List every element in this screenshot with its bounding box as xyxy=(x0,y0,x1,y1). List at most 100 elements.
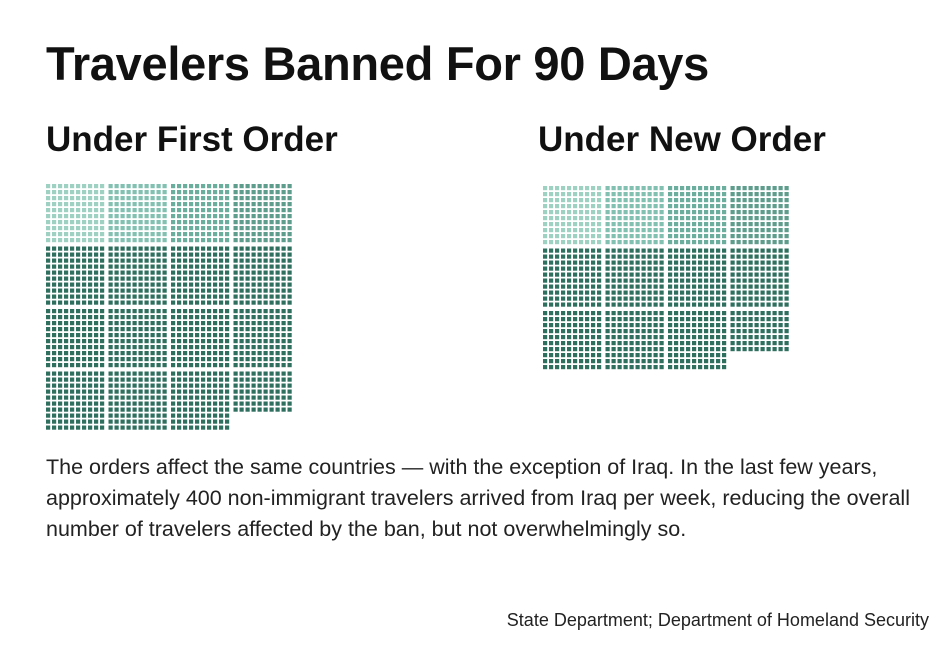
waffle-dot xyxy=(245,389,250,394)
waffle-dot xyxy=(46,258,51,263)
waffle-dot xyxy=(183,357,188,362)
waffle-dot xyxy=(114,214,119,219)
waffle-dot xyxy=(623,210,628,215)
waffle-dot xyxy=(46,196,51,201)
waffle-dot xyxy=(183,345,188,350)
waffle-dot xyxy=(213,339,218,344)
waffle-dot xyxy=(64,425,69,430)
waffle-dot xyxy=(754,296,759,301)
waffle-dot xyxy=(171,252,176,257)
waffle-dot xyxy=(183,389,188,394)
waffle-dot xyxy=(611,248,616,253)
waffle-dot xyxy=(704,311,709,316)
waffle-dot xyxy=(213,401,218,406)
waffle-dot xyxy=(126,220,131,225)
waffle-dot xyxy=(138,232,143,237)
waffle-dot xyxy=(82,327,87,332)
waffle-dot xyxy=(52,300,57,305)
waffle-dot xyxy=(647,216,652,221)
waffle-dot xyxy=(251,270,256,275)
waffle-dot xyxy=(281,184,286,189)
waffle-dot xyxy=(213,363,218,368)
waffle-dot xyxy=(722,192,727,197)
waffle-dot xyxy=(754,228,759,233)
waffle-dot xyxy=(46,208,51,213)
waffle-dot xyxy=(760,347,765,352)
waffle-dot xyxy=(692,210,697,215)
waffle-dot xyxy=(736,260,741,265)
waffle-dot xyxy=(623,240,628,245)
waffle-dot xyxy=(233,202,238,207)
waffle-dot xyxy=(668,198,673,203)
waffle-dot xyxy=(605,365,610,370)
waffle-dot xyxy=(108,294,113,299)
waffle-dot xyxy=(201,371,206,376)
waffle-dot xyxy=(623,329,628,334)
waffle-dot xyxy=(629,222,634,227)
waffle-dot xyxy=(567,353,572,358)
waffle-dot xyxy=(680,290,685,295)
waffle-dot xyxy=(64,214,69,219)
waffle-dot xyxy=(766,323,771,328)
waffle-dot xyxy=(120,425,125,430)
waffle-dot xyxy=(150,419,155,424)
waffle-dot xyxy=(82,258,87,263)
waffle-dot xyxy=(189,407,194,412)
waffle-dot xyxy=(46,190,51,195)
waffle-dot xyxy=(239,300,244,305)
waffle-dot xyxy=(641,335,646,340)
waffle-dot xyxy=(784,272,789,277)
waffle-dot xyxy=(207,202,212,207)
waffle-dot xyxy=(251,351,256,356)
waffle-dot xyxy=(567,278,572,283)
waffle-dot xyxy=(605,198,610,203)
waffle-dot xyxy=(219,238,224,243)
waffle-dot xyxy=(58,208,63,213)
waffle-dot xyxy=(659,284,664,289)
waffle-dot xyxy=(653,204,658,209)
waffle-dot xyxy=(108,252,113,257)
waffle-dot xyxy=(138,309,143,314)
waffle-dot xyxy=(281,383,286,388)
waffle-dot xyxy=(680,317,685,322)
waffle-dot xyxy=(82,309,87,314)
waffle-dot xyxy=(704,347,709,352)
waffle-dot xyxy=(579,210,584,215)
waffle-dot xyxy=(183,315,188,320)
waffle-dot xyxy=(76,190,81,195)
waffle-dot xyxy=(100,339,105,344)
waffle-dot xyxy=(778,222,783,227)
waffle-dot xyxy=(132,238,137,243)
waffle-dot xyxy=(629,192,634,197)
waffle-dot xyxy=(766,341,771,346)
waffle-dot xyxy=(686,222,691,227)
waffle-dot xyxy=(549,222,554,227)
waffle-dot xyxy=(766,216,771,221)
waffle-dot xyxy=(126,214,131,219)
waffle-dot xyxy=(183,246,188,251)
waffle-dot xyxy=(239,309,244,314)
waffle-dot xyxy=(177,425,182,430)
waffle-dot xyxy=(269,357,274,362)
waffle-dot xyxy=(82,270,87,275)
waffle-dot xyxy=(201,196,206,201)
waffle-dot xyxy=(245,294,250,299)
waffle-dot xyxy=(623,222,628,227)
waffle-dot xyxy=(150,395,155,400)
waffle-dot xyxy=(219,321,224,326)
waffle-dot xyxy=(171,190,176,195)
waffle-block xyxy=(233,246,292,305)
waffle-dot xyxy=(126,258,131,263)
waffle-dot xyxy=(201,357,206,362)
waffle-dot xyxy=(100,300,105,305)
waffle-dot xyxy=(70,309,75,314)
waffle-dot xyxy=(549,272,554,277)
waffle-dot xyxy=(64,371,69,376)
waffle-dot xyxy=(716,353,721,358)
waffle-dot xyxy=(543,359,548,364)
waffle-dot xyxy=(58,196,63,201)
waffle-dot xyxy=(692,302,697,307)
waffle-dot xyxy=(674,192,679,197)
waffle-dot xyxy=(251,383,256,388)
waffle-dot xyxy=(94,389,99,394)
